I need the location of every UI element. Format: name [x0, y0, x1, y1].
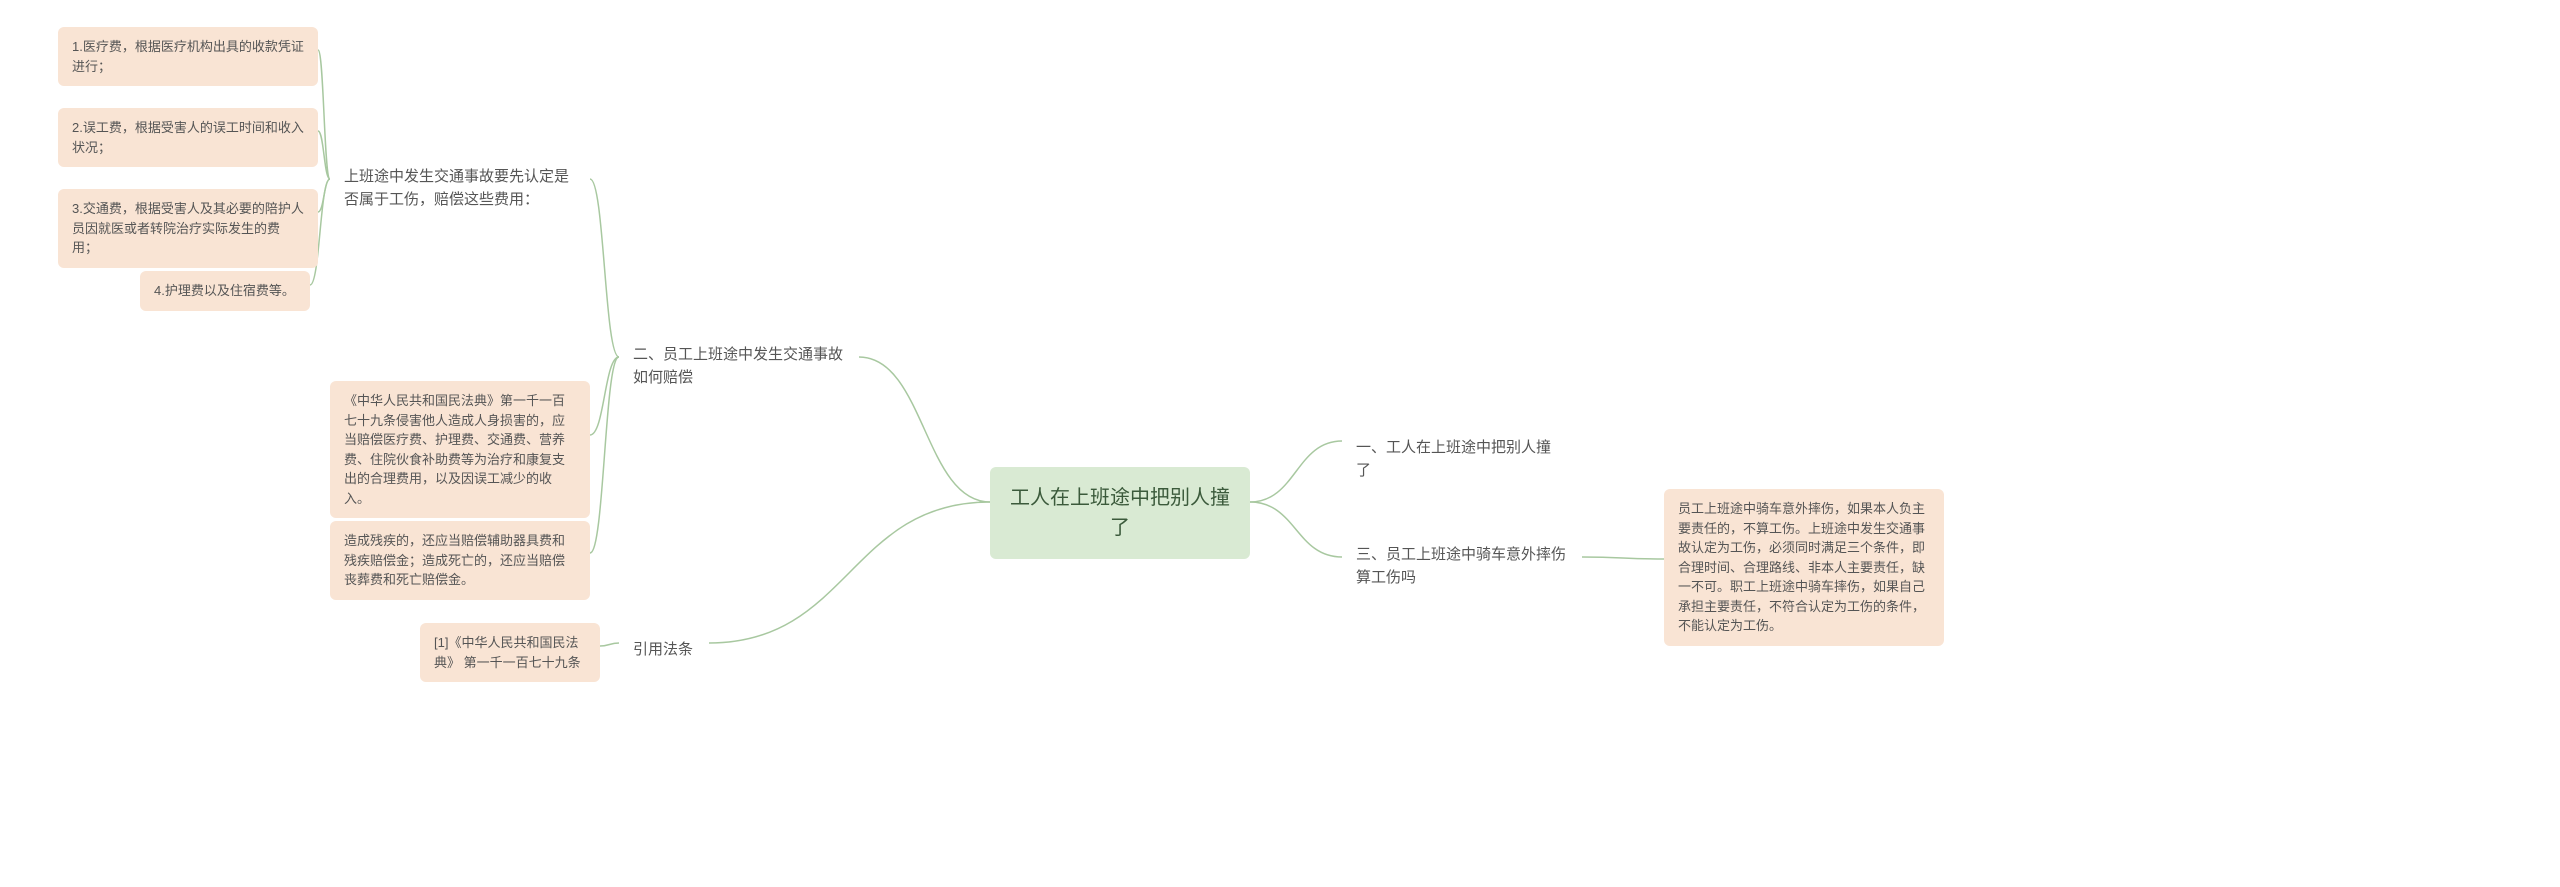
edge-s4-s4a	[600, 643, 619, 646]
civil-code-1179-node: 《中华人民共和国民法典》第一千一百七十九条侵害他人造成人身损害的，应当赔偿医疗费…	[330, 381, 590, 518]
section-2-node[interactable]: 二、员工上班途中发生交通事故如何赔偿	[619, 334, 859, 399]
citation-node[interactable]: 引用法条	[619, 629, 709, 672]
fee-transport-node: 3.交通费，根据受害人及其必要的陪护人员因就医或者转院治疗实际发生的费用；	[58, 189, 318, 268]
s2-intro-node[interactable]: 上班途中发生交通事故要先认定是否属于工伤，赔偿这些费用：	[330, 156, 590, 221]
bike-injury-detail-node: 员工上班途中骑车意外摔伤，如果本人负主要责任的，不算工伤。上班途中发生交通事故认…	[1664, 489, 1944, 646]
disability-death-comp-node: 造成残疾的，还应当赔偿辅助器具费和残疾赔偿金；造成死亡的，还应当赔偿丧葬费和死亡…	[330, 521, 590, 600]
edge-root-s3	[1250, 502, 1342, 557]
edge-root-s4	[709, 502, 990, 643]
root-node[interactable]: 工人在上班途中把别人撞了	[990, 467, 1250, 559]
fee-lostwork-node: 2.误工费，根据受害人的误工时间和收入状况；	[58, 108, 318, 167]
edge-root-s2	[859, 357, 990, 502]
edge-s2a-s2a3	[318, 179, 330, 212]
section-3-node[interactable]: 三、员工上班途中骑车意外摔伤算工伤吗	[1342, 534, 1582, 599]
edge-s2-s2b	[590, 357, 619, 435]
edge-s2-s2a	[590, 179, 619, 357]
fee-medical-node: 1.医疗费，根据医疗机构出具的收款凭证进行；	[58, 27, 318, 86]
edge-s2a-s2a1	[318, 50, 330, 179]
edge-s2a-s2a2	[318, 131, 330, 179]
fee-nursing-node: 4.护理费以及住宿费等。	[140, 271, 310, 311]
edge-s2-s2c	[590, 357, 619, 553]
edge-s3-s3a	[1582, 557, 1664, 559]
edge-root-s1	[1250, 441, 1342, 502]
section-1-node[interactable]: 一、工人在上班途中把别人撞了	[1342, 427, 1572, 492]
citation-detail-node: [1]《中华人民共和国民法典》 第一千一百七十九条	[420, 623, 600, 682]
